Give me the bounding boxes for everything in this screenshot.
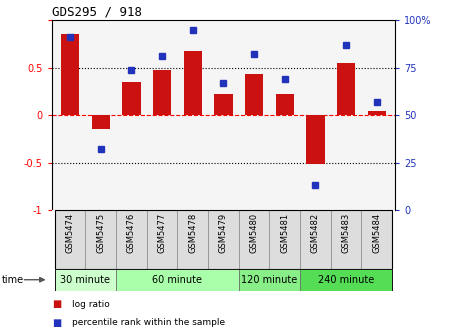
Bar: [214, 94, 233, 115]
Text: GDS295 / 918: GDS295 / 918: [52, 6, 141, 19]
Bar: [300, 269, 392, 291]
Bar: [61, 34, 79, 115]
Text: GSM5484: GSM5484: [372, 213, 381, 253]
Bar: [368, 111, 386, 115]
Text: log ratio: log ratio: [72, 300, 110, 308]
Bar: [147, 210, 177, 269]
Text: GSM5476: GSM5476: [127, 213, 136, 253]
Text: GSM5482: GSM5482: [311, 213, 320, 253]
Bar: [116, 210, 147, 269]
Bar: [269, 210, 300, 269]
Text: GSM5480: GSM5480: [250, 213, 259, 253]
Bar: [239, 269, 300, 291]
Text: ■: ■: [52, 318, 61, 328]
Bar: [55, 269, 116, 291]
Bar: [116, 269, 239, 291]
Text: GSM5479: GSM5479: [219, 213, 228, 253]
Text: GSM5478: GSM5478: [188, 213, 197, 253]
Bar: [239, 210, 269, 269]
Bar: [177, 210, 208, 269]
Bar: [153, 70, 171, 115]
Bar: [306, 115, 325, 164]
Text: GSM5474: GSM5474: [66, 213, 75, 253]
Bar: [85, 210, 116, 269]
Text: 30 minute: 30 minute: [60, 275, 110, 285]
Bar: [122, 82, 141, 115]
Bar: [208, 210, 239, 269]
Text: GSM5475: GSM5475: [96, 213, 105, 253]
Bar: [331, 210, 361, 269]
Text: 60 minute: 60 minute: [152, 275, 202, 285]
Text: GSM5477: GSM5477: [158, 213, 167, 253]
Bar: [276, 94, 294, 115]
Bar: [337, 63, 355, 115]
Bar: [184, 50, 202, 115]
Bar: [361, 210, 392, 269]
Text: percentile rank within the sample: percentile rank within the sample: [72, 318, 225, 327]
Text: 120 minute: 120 minute: [241, 275, 298, 285]
Bar: [245, 74, 263, 115]
Bar: [92, 115, 110, 129]
Text: 240 minute: 240 minute: [318, 275, 374, 285]
Bar: [55, 210, 85, 269]
Bar: [300, 210, 331, 269]
Text: GSM5483: GSM5483: [342, 213, 351, 253]
Text: time: time: [2, 275, 24, 285]
Text: GSM5481: GSM5481: [280, 213, 289, 253]
Text: ■: ■: [52, 299, 61, 309]
